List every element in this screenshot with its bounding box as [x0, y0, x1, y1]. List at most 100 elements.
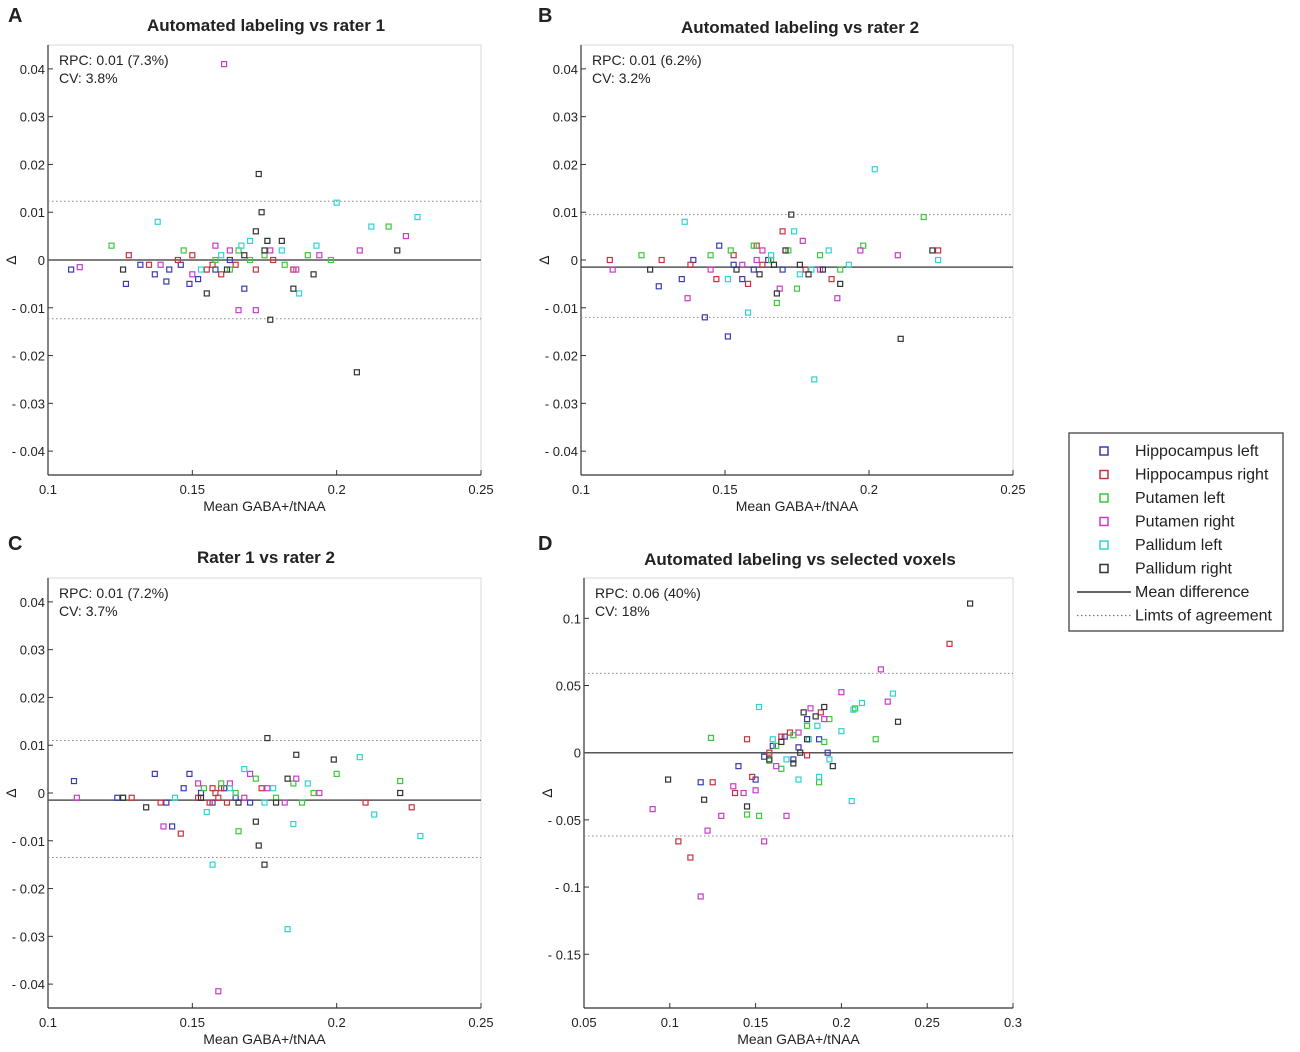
data-point	[936, 258, 941, 263]
data-point	[198, 267, 203, 272]
y-tick-label: 0.02	[553, 157, 578, 172]
data-point	[222, 62, 227, 67]
data-point	[418, 834, 423, 839]
data-point	[334, 771, 339, 776]
data-point	[138, 262, 143, 267]
data-point	[196, 277, 201, 282]
y-tick-label: - 0.02	[545, 349, 578, 364]
data-point	[817, 780, 822, 785]
data-point	[741, 791, 746, 796]
data-point	[885, 699, 890, 704]
data-point	[259, 210, 264, 215]
data-point	[398, 791, 403, 796]
data-point	[725, 334, 730, 339]
data-point	[698, 780, 703, 785]
data-point	[895, 253, 900, 258]
data-point	[161, 824, 166, 829]
data-point	[770, 743, 775, 748]
data-point	[271, 786, 276, 791]
data-point	[656, 284, 661, 289]
data-point	[801, 710, 806, 715]
y-tick-label: 0	[38, 786, 45, 801]
x-axis-label: Mean GABA+/tNAA	[736, 498, 859, 514]
legend-label: Mean difference	[1135, 584, 1250, 601]
panel-letter: A	[8, 5, 22, 27]
data-point	[178, 831, 183, 836]
data-point	[242, 767, 247, 772]
x-tick-label: 0.25	[468, 482, 493, 497]
legend-label: Pallidum left	[1135, 537, 1223, 554]
stat-line: CV: 3.8%	[59, 70, 118, 86]
data-point	[236, 829, 241, 834]
data-point	[784, 757, 789, 762]
data-point	[386, 224, 391, 229]
data-point	[357, 248, 362, 253]
data-point	[227, 248, 232, 253]
x-tick-label: 0.2	[328, 1015, 346, 1030]
y-tick-label: 0.04	[20, 595, 45, 610]
data-point	[774, 301, 779, 306]
data-point	[265, 786, 270, 791]
data-point	[682, 219, 687, 224]
data-point	[152, 771, 157, 776]
y-tick-label: 0	[574, 746, 581, 761]
data-point	[838, 281, 843, 286]
y-axis-label: Δ	[539, 788, 555, 797]
x-tick-label: 0.15	[180, 1015, 205, 1030]
legend-label: Putamen left	[1135, 490, 1225, 507]
data-point	[757, 705, 762, 710]
x-tick-label: 0.15	[712, 482, 737, 497]
data-point	[242, 286, 247, 291]
y-tick-label: - 0.02	[12, 882, 45, 897]
data-point	[297, 291, 302, 296]
data-point	[395, 248, 400, 253]
data-point	[702, 315, 707, 320]
data-point	[285, 927, 290, 932]
data-point	[827, 757, 832, 762]
data-point	[760, 248, 765, 253]
data-point	[285, 776, 290, 781]
data-point	[305, 781, 310, 786]
data-point	[792, 229, 797, 234]
data-point	[311, 791, 316, 796]
data-point	[779, 766, 784, 771]
data-point	[805, 717, 810, 722]
x-axis-label: Mean GABA+/tNAA	[737, 1031, 860, 1047]
data-point	[805, 737, 810, 742]
legend-label: Hippocampus left	[1135, 443, 1259, 460]
data-point	[216, 989, 221, 994]
data-point	[774, 743, 779, 748]
data-point	[639, 253, 644, 258]
data-point	[849, 799, 854, 804]
data-point	[213, 243, 218, 248]
data-point	[164, 279, 169, 284]
data-point	[282, 262, 287, 267]
data-point	[147, 262, 152, 267]
y-tick-label: 0.1	[563, 611, 581, 626]
data-point	[830, 764, 835, 769]
data-point	[762, 754, 767, 759]
data-point	[256, 843, 261, 848]
data-point	[685, 296, 690, 301]
data-point	[805, 723, 810, 728]
y-tick-label: - 0.05	[548, 813, 581, 828]
x-tick-label: 0.15	[743, 1015, 768, 1030]
data-point	[818, 253, 823, 258]
data-point	[784, 813, 789, 818]
data-point	[812, 377, 817, 382]
chart-title: Automated labeling vs rater 1	[147, 16, 385, 35]
x-tick-label: 0.05	[571, 1015, 596, 1030]
data-point	[403, 234, 408, 239]
data-point	[839, 690, 844, 695]
y-tick-label: 0.04	[20, 62, 45, 77]
data-point	[317, 791, 322, 796]
data-point	[968, 601, 973, 606]
legend-label: Limts of agreement	[1135, 608, 1273, 625]
data-point	[745, 804, 750, 809]
y-axis-label: Δ	[536, 255, 552, 264]
data-point	[947, 641, 952, 646]
data-point	[705, 828, 710, 833]
data-point	[835, 296, 840, 301]
data-point	[305, 253, 310, 258]
data-point	[219, 272, 224, 277]
